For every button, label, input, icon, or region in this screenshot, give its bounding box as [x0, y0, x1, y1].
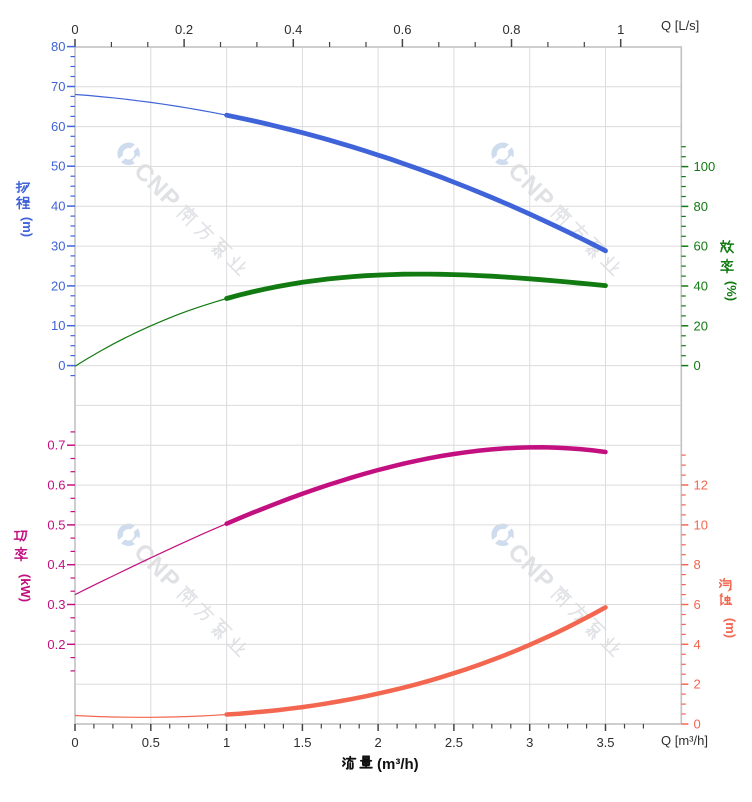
- svg-text:70: 70: [51, 79, 65, 94]
- svg-text:60: 60: [694, 239, 708, 254]
- svg-text:0.5: 0.5: [142, 735, 160, 750]
- svg-text:1: 1: [223, 735, 230, 750]
- svg-text:80: 80: [51, 39, 65, 54]
- svg-text:40: 40: [51, 199, 65, 214]
- svg-text:0: 0: [694, 358, 701, 373]
- svg-text:0.6: 0.6: [47, 478, 65, 493]
- svg-text:12: 12: [694, 478, 708, 493]
- svg-text:20: 20: [51, 278, 65, 293]
- svg-text:10: 10: [51, 318, 65, 333]
- svg-text:0: 0: [58, 358, 65, 373]
- svg-text:30: 30: [51, 239, 65, 254]
- svg-text:(%): (%): [724, 281, 739, 301]
- svg-text:6: 6: [694, 597, 701, 612]
- svg-text:0.4: 0.4: [284, 22, 302, 37]
- svg-text:0: 0: [71, 735, 78, 750]
- svg-text:3: 3: [526, 735, 533, 750]
- svg-text:0.5: 0.5: [47, 517, 65, 532]
- svg-text:0.3: 0.3: [47, 597, 65, 612]
- svg-text:(kW): (kW): [18, 574, 33, 602]
- svg-text:1: 1: [617, 22, 624, 37]
- svg-text:0: 0: [694, 717, 701, 732]
- svg-text:0.6: 0.6: [393, 22, 411, 37]
- svg-text:60: 60: [51, 119, 65, 134]
- svg-text:Q [L/s]: Q [L/s]: [661, 18, 699, 33]
- svg-text:(m³/h): (m³/h): [377, 756, 419, 773]
- svg-text:1.5: 1.5: [293, 735, 311, 750]
- svg-text:0.7: 0.7: [47, 438, 65, 453]
- svg-text:50: 50: [51, 159, 65, 174]
- svg-text:0.2: 0.2: [175, 22, 193, 37]
- svg-text:2: 2: [694, 677, 701, 692]
- svg-text:0.2: 0.2: [47, 637, 65, 652]
- svg-text:2.5: 2.5: [445, 735, 463, 750]
- svg-text:Q [m³/h]: Q [m³/h]: [661, 733, 708, 748]
- svg-text:0.4: 0.4: [47, 557, 65, 572]
- svg-text:(m): (m): [723, 618, 738, 638]
- svg-text:(m): (m): [20, 217, 35, 237]
- svg-text:8: 8: [694, 557, 701, 572]
- svg-text:20: 20: [694, 318, 708, 333]
- svg-text:3.5: 3.5: [596, 735, 614, 750]
- svg-text:40: 40: [694, 279, 708, 294]
- svg-text:4: 4: [694, 637, 701, 652]
- svg-text:10: 10: [694, 517, 708, 532]
- svg-text:0: 0: [71, 22, 78, 37]
- svg-text:100: 100: [694, 159, 716, 174]
- svg-text:80: 80: [694, 199, 708, 214]
- svg-text:2: 2: [374, 735, 381, 750]
- svg-text:0.8: 0.8: [502, 22, 520, 37]
